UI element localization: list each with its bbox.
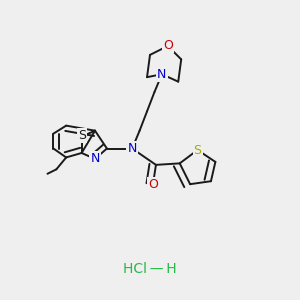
Text: O: O <box>148 178 158 191</box>
Text: S: S <box>78 129 86 142</box>
Text: O: O <box>163 40 173 52</box>
Text: S: S <box>194 143 202 157</box>
Text: N: N <box>90 152 100 165</box>
Text: N: N <box>128 142 137 155</box>
Text: HCl — H: HCl — H <box>123 262 177 276</box>
Text: N: N <box>157 68 167 81</box>
